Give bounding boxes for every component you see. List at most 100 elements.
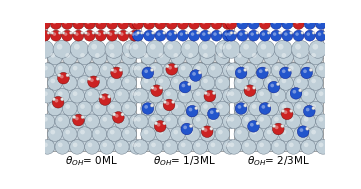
Circle shape — [223, 20, 226, 22]
Circle shape — [245, 20, 248, 22]
Circle shape — [148, 114, 163, 129]
Circle shape — [65, 53, 70, 58]
Circle shape — [309, 68, 313, 71]
Circle shape — [73, 31, 76, 34]
Circle shape — [244, 91, 249, 96]
Circle shape — [198, 40, 216, 58]
Circle shape — [268, 81, 280, 93]
Circle shape — [259, 143, 264, 147]
Circle shape — [304, 143, 309, 147]
Circle shape — [51, 31, 54, 34]
Circle shape — [288, 68, 291, 71]
Circle shape — [256, 114, 271, 129]
Circle shape — [92, 76, 107, 90]
Circle shape — [208, 88, 222, 103]
Circle shape — [296, 104, 301, 109]
Circle shape — [289, 117, 294, 122]
Circle shape — [210, 66, 215, 70]
Circle shape — [144, 53, 148, 58]
Circle shape — [311, 104, 316, 109]
Circle shape — [51, 20, 54, 22]
Circle shape — [77, 101, 92, 116]
Circle shape — [129, 31, 132, 34]
Circle shape — [155, 30, 166, 41]
Circle shape — [173, 79, 178, 83]
Circle shape — [219, 44, 225, 50]
Circle shape — [129, 20, 132, 22]
Circle shape — [132, 66, 137, 70]
Circle shape — [237, 19, 248, 29]
Circle shape — [51, 130, 55, 134]
Circle shape — [168, 32, 172, 36]
Circle shape — [306, 108, 309, 111]
Circle shape — [301, 88, 316, 103]
Circle shape — [227, 140, 241, 154]
Circle shape — [95, 79, 100, 83]
Circle shape — [244, 86, 247, 89]
Circle shape — [146, 32, 149, 36]
Circle shape — [81, 115, 84, 119]
Circle shape — [135, 21, 138, 24]
Circle shape — [273, 32, 277, 36]
Circle shape — [235, 67, 247, 79]
Circle shape — [186, 105, 198, 117]
Circle shape — [66, 74, 69, 77]
Circle shape — [113, 112, 124, 123]
Circle shape — [196, 143, 200, 147]
Circle shape — [279, 127, 293, 141]
Circle shape — [267, 79, 271, 83]
Circle shape — [188, 104, 193, 109]
Circle shape — [142, 103, 154, 114]
Circle shape — [107, 101, 122, 116]
Circle shape — [151, 68, 154, 71]
Circle shape — [110, 79, 114, 83]
Bar — [141, 62, 229, 151]
Text: $\theta_{OH}$= 2/3ML: $\theta_{OH}$= 2/3ML — [247, 154, 310, 168]
Circle shape — [117, 117, 122, 122]
Circle shape — [295, 21, 299, 24]
Circle shape — [238, 69, 241, 73]
Circle shape — [126, 44, 132, 50]
Circle shape — [166, 117, 171, 122]
Circle shape — [111, 68, 114, 71]
Circle shape — [73, 66, 78, 70]
Circle shape — [136, 117, 141, 122]
Circle shape — [212, 91, 216, 95]
Circle shape — [230, 91, 234, 96]
Circle shape — [125, 130, 130, 134]
Circle shape — [132, 44, 138, 50]
Circle shape — [237, 79, 242, 83]
Circle shape — [222, 140, 237, 154]
Circle shape — [110, 104, 114, 109]
Circle shape — [279, 101, 293, 116]
Circle shape — [69, 31, 72, 34]
Circle shape — [248, 121, 259, 132]
Circle shape — [168, 21, 172, 24]
Circle shape — [86, 21, 90, 24]
Circle shape — [244, 68, 247, 71]
Circle shape — [296, 53, 301, 58]
Circle shape — [304, 19, 315, 29]
Circle shape — [202, 44, 208, 50]
Circle shape — [289, 91, 294, 96]
Circle shape — [249, 101, 264, 116]
Circle shape — [74, 44, 80, 50]
Circle shape — [202, 32, 205, 36]
Circle shape — [319, 143, 323, 147]
Circle shape — [95, 104, 100, 109]
Circle shape — [100, 63, 114, 77]
Circle shape — [260, 30, 270, 41]
Circle shape — [196, 117, 200, 122]
Circle shape — [204, 91, 207, 95]
Circle shape — [53, 40, 71, 58]
Circle shape — [218, 79, 223, 83]
Circle shape — [273, 21, 277, 24]
Circle shape — [103, 66, 107, 70]
Circle shape — [140, 31, 143, 34]
Circle shape — [312, 44, 318, 50]
Circle shape — [163, 140, 178, 154]
Circle shape — [107, 20, 110, 22]
Circle shape — [286, 140, 301, 154]
Circle shape — [137, 31, 140, 34]
Circle shape — [166, 19, 177, 29]
